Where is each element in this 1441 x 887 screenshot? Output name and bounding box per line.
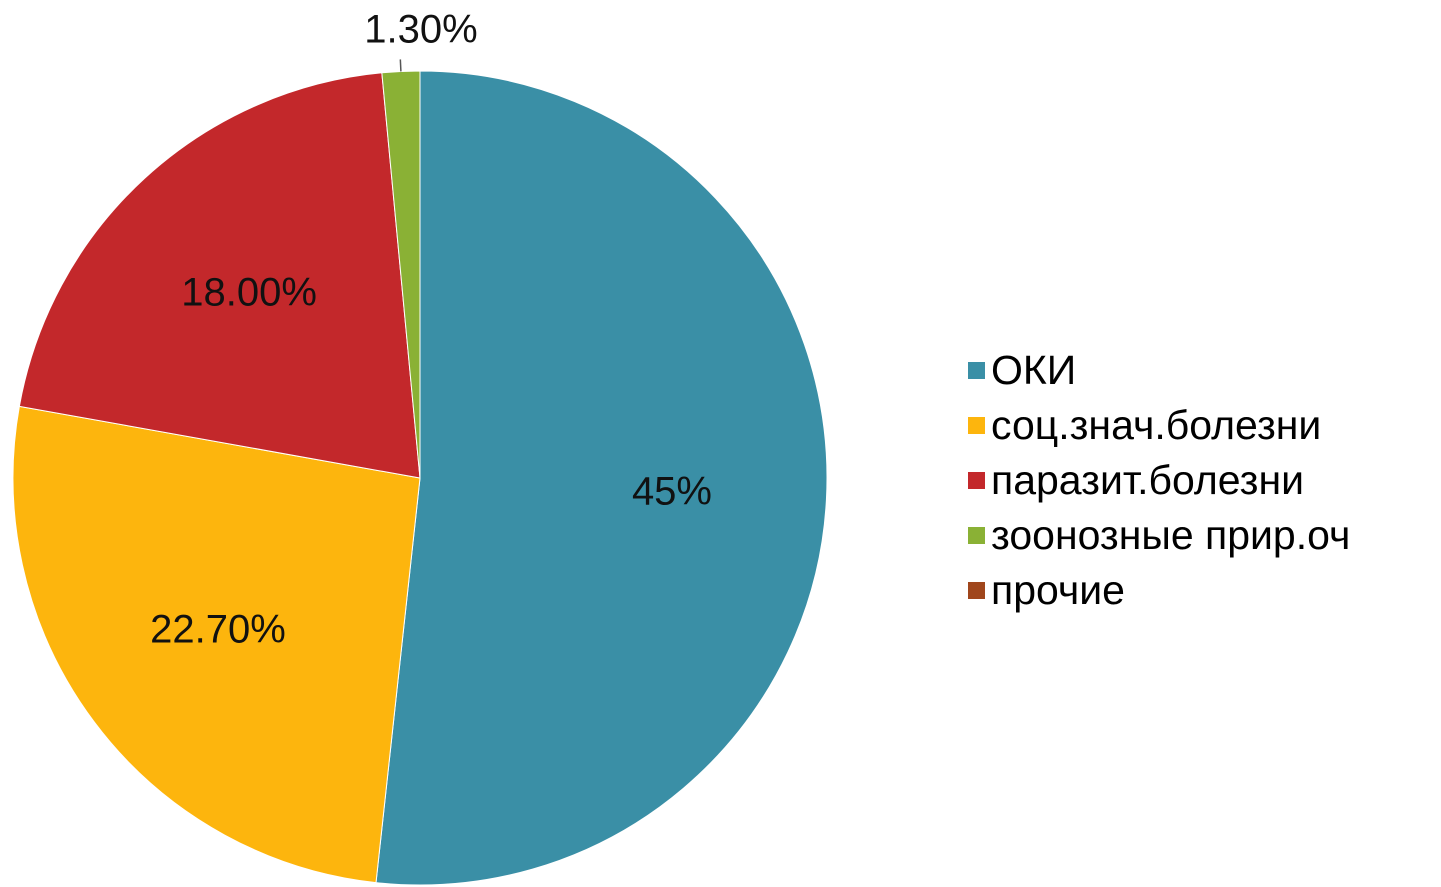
- data-label-oki: 45%: [632, 470, 712, 514]
- legend-item-parazit: паразит.болезни: [968, 453, 1350, 508]
- legend-label: прочие: [991, 567, 1125, 613]
- legend-swatch: [968, 527, 985, 544]
- legend-swatch: [968, 417, 985, 434]
- legend: ОКИ соц.знач.болезни паразит.болезни зоо…: [968, 343, 1350, 618]
- legend-swatch: [968, 362, 985, 379]
- slice-soc-znach: [12, 405, 421, 884]
- legend-label: ОКИ: [991, 347, 1077, 393]
- data-label-zoonoznye: 1.30%: [364, 7, 477, 51]
- slice-oki: [375, 70, 828, 886]
- legend-label: соц.знач.болезни: [991, 402, 1322, 448]
- legend-label: зоонозные прир.оч: [991, 512, 1351, 558]
- pie-slices: [12, 70, 828, 886]
- legend-item-prochie: прочие: [968, 563, 1350, 618]
- data-label-parazit: 18.00%: [181, 270, 317, 314]
- data-label-soc-znach: 22.70%: [150, 607, 286, 651]
- legend-swatch: [968, 472, 985, 489]
- leader-line: [399, 59, 402, 72]
- legend-item-oki: ОКИ: [968, 343, 1350, 398]
- legend-label: паразит.болезни: [991, 457, 1305, 503]
- pie-data-labels: 45% 22.70% 18.00% 1.30%: [150, 7, 712, 651]
- slice-parazit: [18, 72, 421, 479]
- legend-item-soc-znach: соц.знач.болезни: [968, 398, 1350, 453]
- legend-item-zoonoznye: зоонозные прир.оч: [968, 508, 1350, 563]
- legend-swatch: [968, 582, 985, 599]
- slice-zoonoznye: [381, 70, 421, 479]
